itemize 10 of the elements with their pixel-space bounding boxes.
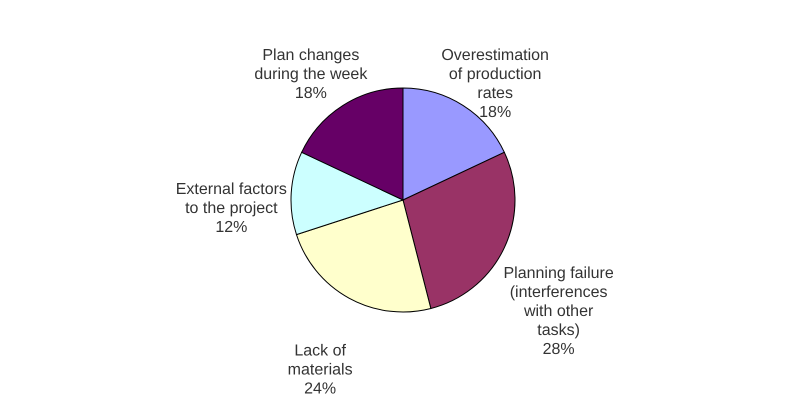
data-label: 28% <box>542 341 575 358</box>
slice-label: Planning failure (interferences with other tasks) <box>503 265 614 340</box>
data-label: 24% <box>304 380 336 398</box>
data-label: 12% <box>215 219 248 236</box>
slice-label: Lack of materials <box>288 342 353 379</box>
data-label: 18% <box>294 84 327 102</box>
slice-label: Plan changes during the week <box>254 46 368 83</box>
data-label: 18% <box>479 104 512 121</box>
slice-label: Overestimation of production rates <box>441 46 549 102</box>
slice-label: External factors to the project <box>176 181 287 218</box>
